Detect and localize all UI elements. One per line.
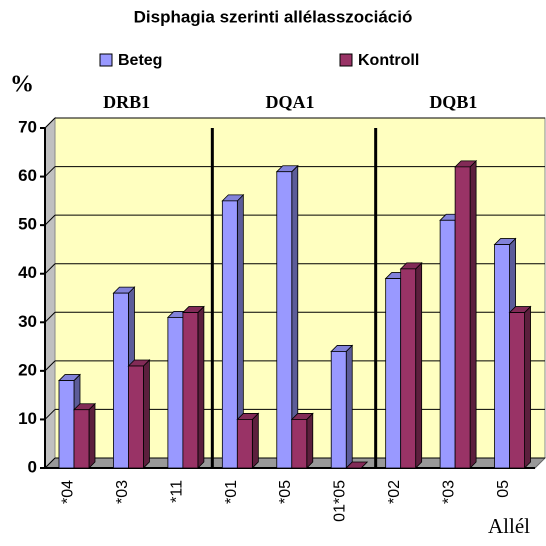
bar <box>385 278 402 469</box>
y-axis-label: % <box>10 72 34 98</box>
x-tick-label: 01*05 <box>332 480 349 522</box>
grid-line-side <box>44 409 56 420</box>
bar-side <box>524 305 531 469</box>
bar <box>439 219 456 469</box>
y-tick-label: 0 <box>28 457 37 476</box>
y-tick-label: 30 <box>18 312 37 331</box>
bar <box>454 166 471 469</box>
group-label: DQB1 <box>429 92 477 112</box>
side-wall <box>44 116 56 470</box>
grid-line-side <box>44 166 56 177</box>
bar-side <box>345 344 353 469</box>
grid-line-side <box>44 214 56 226</box>
y-tick-label: 10 <box>18 409 37 428</box>
legend-label: Kontroll <box>358 52 419 69</box>
bar-top <box>345 461 369 469</box>
bar <box>182 312 199 469</box>
bar <box>494 244 510 469</box>
bar <box>330 351 347 469</box>
group-label: DRB1 <box>103 92 150 112</box>
chart-title: Disphagia szerinti allélasszociáció <box>134 7 413 26</box>
bar <box>128 365 144 469</box>
bar <box>276 171 293 469</box>
bar-side <box>88 402 96 469</box>
y-tick-label: 50 <box>18 215 37 234</box>
bar-side <box>197 305 205 469</box>
bar <box>400 268 417 469</box>
bar <box>221 200 238 469</box>
x-axis-label: Allél <box>488 514 530 538</box>
bar <box>509 312 525 469</box>
grid-line-side <box>44 263 56 275</box>
legend-label: Beteg <box>118 52 162 69</box>
bar <box>291 419 308 469</box>
y-tick-label: 40 <box>18 263 37 282</box>
group-label: DQA1 <box>266 92 315 112</box>
x-tick-label: 05 <box>495 480 512 498</box>
x-tick-label: *04 <box>59 480 76 504</box>
bar <box>58 380 75 469</box>
grid-line-side <box>44 311 56 323</box>
grid-line-side <box>44 360 56 372</box>
y-tick-label: 60 <box>18 166 37 185</box>
x-tick-label: *05 <box>277 480 294 504</box>
legend-swatch <box>339 53 353 67</box>
bar <box>167 317 184 469</box>
bar-side <box>415 261 423 469</box>
x-tick-label: *01 <box>223 480 240 504</box>
y-tick-label: 70 <box>18 117 37 136</box>
legend-swatch <box>99 53 113 67</box>
x-tick-label: *03 <box>114 480 131 504</box>
x-tick-label: *03 <box>441 480 458 504</box>
bar-side <box>469 159 477 469</box>
grid-line-side <box>44 457 56 469</box>
bar <box>236 419 253 469</box>
x-tick-label: *02 <box>386 480 403 504</box>
bar-side <box>251 412 259 469</box>
bar-side <box>143 359 150 469</box>
bar-side <box>306 412 314 469</box>
grid-line-side <box>44 117 56 129</box>
x-tick-label: *11 <box>168 480 185 503</box>
bar <box>113 292 129 469</box>
bar <box>73 409 90 469</box>
y-tick-label: 20 <box>18 360 37 379</box>
